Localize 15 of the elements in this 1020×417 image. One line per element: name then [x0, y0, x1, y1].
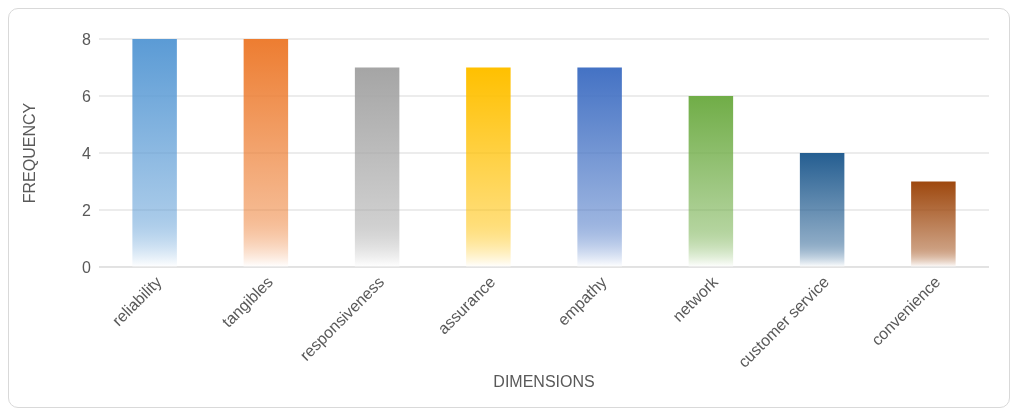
x-axis-title: DIMENSIONS	[493, 373, 595, 390]
bar	[354, 67, 400, 267]
bar	[688, 96, 734, 267]
bar	[911, 181, 956, 267]
y-tick-label: 2	[82, 201, 92, 219]
bar	[243, 39, 289, 267]
y-tick-label: 6	[82, 87, 92, 105]
bar	[466, 67, 511, 267]
y-axis-title: FREQUENCY	[20, 102, 38, 204]
y-tick-label: 0	[82, 258, 92, 276]
bar	[577, 67, 622, 267]
y-tick-label: 4	[82, 144, 92, 162]
bar	[799, 153, 845, 267]
bar	[132, 39, 177, 267]
y-tick-label: 8	[82, 30, 92, 48]
